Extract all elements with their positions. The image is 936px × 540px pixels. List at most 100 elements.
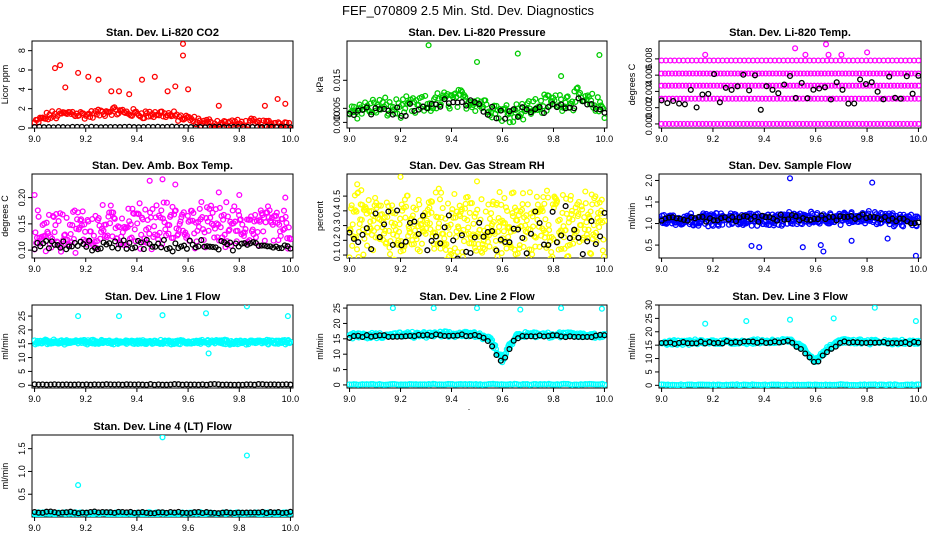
data-point xyxy=(215,510,222,517)
y-tick-label: 0.005 xyxy=(332,97,342,120)
data-point xyxy=(500,228,507,235)
data-point xyxy=(147,510,154,517)
data-point xyxy=(281,242,288,249)
data-point xyxy=(120,237,127,244)
x-tick-label: 9.0 xyxy=(343,134,356,144)
data-point xyxy=(215,246,222,253)
data-point xyxy=(816,85,823,92)
data-point xyxy=(821,70,828,77)
data-point xyxy=(729,95,736,102)
data-point xyxy=(187,509,194,517)
data-point xyxy=(140,246,147,253)
data-point xyxy=(600,236,607,243)
data-point xyxy=(74,216,81,223)
data-point xyxy=(227,509,234,516)
data-point xyxy=(139,509,146,516)
data-point xyxy=(184,212,191,219)
data-point xyxy=(575,95,582,102)
data-point xyxy=(582,188,589,195)
data-point xyxy=(710,82,717,89)
data-point xyxy=(579,98,586,105)
data-point xyxy=(43,237,50,245)
data-point xyxy=(799,120,807,127)
data-point xyxy=(897,95,904,102)
data-point xyxy=(217,224,224,231)
data-point xyxy=(481,246,488,253)
data-point xyxy=(235,381,242,388)
x-tick-label: 9.4 xyxy=(758,134,771,144)
data-point xyxy=(780,70,787,77)
data-point xyxy=(682,82,689,89)
data-point xyxy=(107,202,114,209)
data-point xyxy=(833,120,840,127)
series-band xyxy=(32,336,293,348)
data-point xyxy=(67,230,74,238)
y-tick-label: 0.006 xyxy=(644,64,654,87)
data-point xyxy=(424,247,431,254)
data-point xyxy=(807,70,814,77)
data-point xyxy=(792,213,799,220)
data-point xyxy=(403,93,410,100)
data-point xyxy=(828,82,835,89)
data-point xyxy=(522,222,529,229)
data-point xyxy=(368,111,375,118)
y-tick-label: 25 xyxy=(332,303,342,313)
x-tick-label: 9.6 xyxy=(182,394,195,404)
data-point xyxy=(416,201,423,208)
data-point xyxy=(707,70,714,77)
data-point xyxy=(684,95,691,102)
data-point xyxy=(55,381,62,388)
data-point xyxy=(285,224,292,231)
data-point xyxy=(191,381,198,388)
data-point xyxy=(864,49,871,56)
data-point xyxy=(55,218,62,225)
data-point xyxy=(254,228,261,236)
data-point xyxy=(94,246,101,253)
data-point xyxy=(773,70,780,77)
data-point xyxy=(866,120,874,127)
data-point xyxy=(578,257,583,258)
data-point xyxy=(822,41,830,48)
data-point xyxy=(283,381,290,388)
data-point xyxy=(146,177,153,184)
data-point xyxy=(915,57,921,64)
data-point xyxy=(422,230,429,237)
data-point xyxy=(51,241,58,248)
data-point xyxy=(686,70,693,77)
data-point xyxy=(51,229,58,236)
data-point xyxy=(493,351,500,359)
data-point xyxy=(703,70,710,77)
x-tick-label: 9.8 xyxy=(233,134,246,144)
data-point xyxy=(851,100,858,107)
data-point xyxy=(807,82,814,89)
data-point xyxy=(284,235,291,242)
data-point xyxy=(545,241,552,249)
x-tick-label: 9.4 xyxy=(445,264,458,274)
y-tick-label: 1.0 xyxy=(17,465,27,478)
data-point xyxy=(359,106,366,113)
data-point xyxy=(705,90,712,97)
data-point xyxy=(519,234,526,241)
series-band xyxy=(32,104,293,128)
x-tick-label: 9.6 xyxy=(182,523,195,533)
data-point xyxy=(502,204,510,211)
data-point xyxy=(432,233,440,240)
data-point xyxy=(146,230,153,237)
data-point xyxy=(866,95,874,102)
data-point xyxy=(550,235,557,243)
y-tick-label: 0.3 xyxy=(332,219,342,232)
data-point xyxy=(840,95,848,102)
data-point xyxy=(261,242,268,249)
data-point xyxy=(419,212,427,219)
data-point xyxy=(672,70,679,77)
data-point xyxy=(598,305,605,312)
data-point xyxy=(818,70,825,77)
data-point xyxy=(384,213,391,221)
data-point xyxy=(699,91,706,98)
data-point xyxy=(125,205,132,212)
x-tick-label: 9.8 xyxy=(547,264,560,274)
data-point xyxy=(368,246,375,253)
data-point xyxy=(261,237,268,244)
data-point xyxy=(279,381,286,388)
data-point xyxy=(892,94,899,101)
